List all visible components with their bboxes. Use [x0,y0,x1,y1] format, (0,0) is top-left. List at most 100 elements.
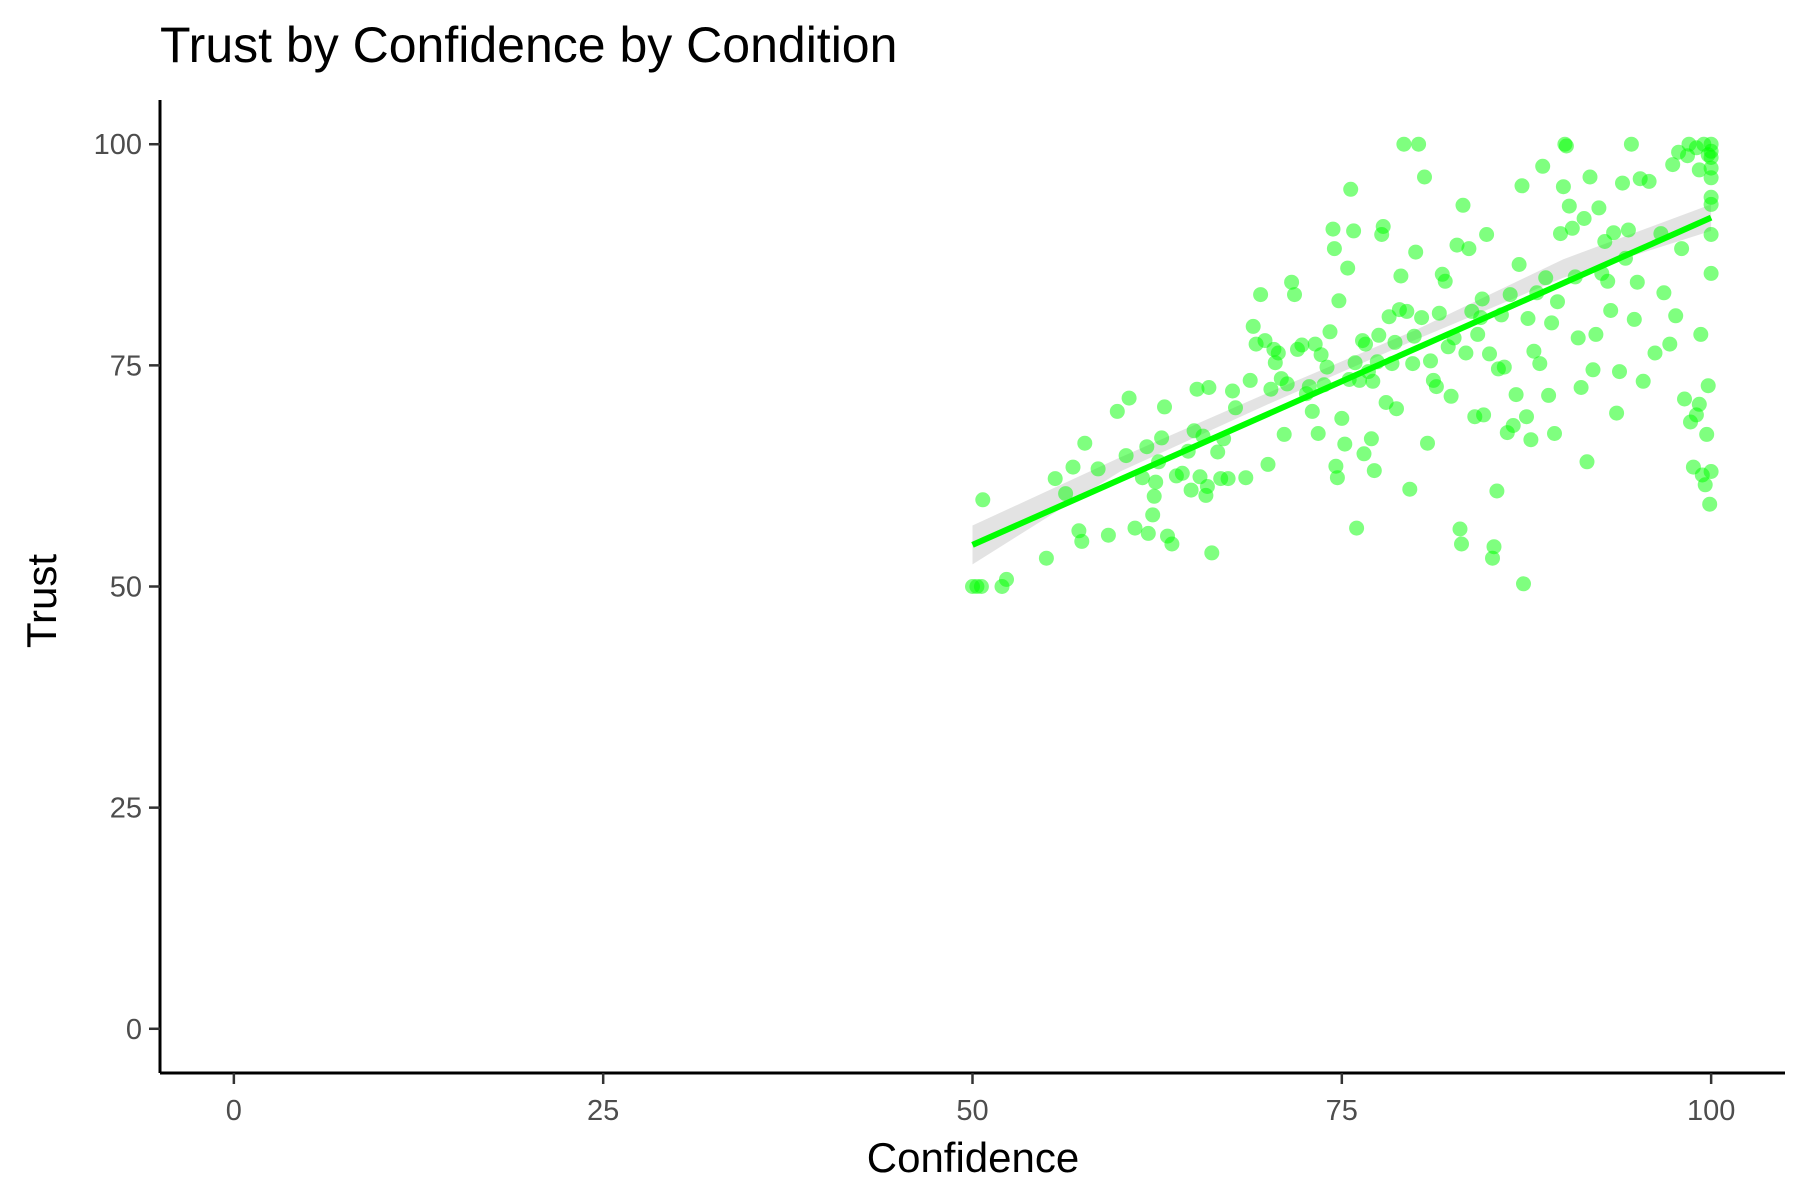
data-point-120 [1431,305,1447,321]
data-point-216 [1703,464,1719,479]
data-point-115 [1417,169,1432,185]
data-point-113 [1411,136,1427,152]
data-point-24 [1148,474,1164,490]
data-point-178 [1588,326,1604,342]
data-point-45 [1220,471,1236,487]
data-point-194 [1635,373,1651,389]
y-tick-label-0: 0 [126,1014,142,1046]
data-point-5 [975,492,991,508]
data-point-48 [1238,470,1254,486]
data-point-111 [1406,328,1422,344]
data-point-138 [1479,227,1495,242]
data-point-122 [1437,273,1453,289]
data-point-65 [1294,337,1310,353]
data-point-159 [1535,158,1551,174]
data-point-47 [1228,400,1243,416]
data-point-15 [1109,403,1125,419]
x-tick-label-50: 50 [956,1095,988,1127]
data-point-62 [1284,274,1300,290]
y-axis-title: Trust [18,554,65,648]
data-point-165 [1553,226,1568,242]
data-point-76 [1326,241,1342,257]
confidence-band [972,204,1712,565]
data-point-158 [1532,356,1548,372]
data-point-85 [1346,223,1362,239]
data-point-63 [1287,287,1302,303]
data-point-7 [1047,471,1063,487]
data-point-212 [1697,477,1713,493]
data-point-114 [1414,310,1430,326]
data-point-80 [1334,410,1350,426]
y-tick-label-100: 100 [94,129,142,161]
data-point-11 [1074,533,1090,549]
data-point-218 [1703,227,1719,242]
data-point-222 [1703,160,1719,176]
data-point-81 [1337,436,1353,452]
data-point-189 [1620,222,1636,238]
data-point-54 [1260,456,1276,472]
data-point-75 [1325,221,1341,237]
data-point-139 [1482,346,1497,362]
y-tick-label-50: 50 [110,572,142,604]
x-tick-label-25: 25 [587,1095,619,1127]
data-point-142 [1489,483,1505,499]
data-point-103 [1387,334,1403,350]
data-point-73 [1319,359,1335,375]
data-point-183 [1603,303,1619,318]
data-point-124 [1443,388,1459,404]
data-point-77 [1328,458,1344,474]
data-point-110 [1405,356,1421,372]
data-point-175 [1579,454,1595,470]
data-point-164 [1550,294,1565,310]
data-point-215 [1702,496,1718,512]
data-point-9 [1065,459,1081,475]
trend-line-layer [971,214,1713,548]
data-point-147 [1502,287,1518,303]
data-point-46 [1225,383,1240,399]
data-point-190 [1623,136,1639,152]
data-point-134 [1470,326,1486,342]
data-point-213 [1699,426,1715,442]
data-point-67 [1301,379,1317,395]
data-point-137 [1476,407,1492,423]
data-point-70 [1310,426,1326,441]
data-point-196 [1647,345,1663,361]
data-point-140 [1485,550,1500,566]
data-point-60 [1276,426,1292,442]
data-point-71 [1313,347,1329,363]
data-point-176 [1582,169,1598,185]
data-point-169 [1561,198,1577,214]
data-point-128 [1454,536,1469,552]
data-point-154 [1520,311,1536,326]
data-point-155 [1523,432,1539,448]
data-point-150 [1511,257,1527,272]
data-point-200 [1665,157,1681,173]
data-point-23 [1146,488,1162,504]
data-point-153 [1519,409,1534,425]
data-point-204 [1677,391,1692,407]
data-point-170 [1564,220,1580,236]
data-point-35 [1189,381,1205,397]
data-point-230 [1691,162,1707,178]
x-tick-label-0: 0 [226,1095,242,1127]
data-point-116 [1420,435,1435,451]
data-point-192 [1629,274,1645,290]
data-point-16 [1118,448,1134,464]
data-point-152 [1516,576,1531,592]
data-point-217 [1703,265,1719,281]
data-point-148 [1505,418,1521,433]
data-point-119 [1428,379,1444,395]
data-point-18 [1127,520,1143,536]
data-point-160 [1538,270,1554,286]
y-tick-label-25: 25 [110,793,142,825]
data-point-12 [1077,435,1093,451]
data-point-93 [1363,431,1379,447]
data-point-39 [1199,479,1215,494]
data-point-2 [973,579,989,594]
data-point-149 [1508,387,1524,403]
data-point-214 [1700,378,1716,394]
data-point-82 [1340,260,1356,276]
data-point-90 [1356,446,1372,462]
data-point-91 [1358,336,1373,352]
data-point-109 [1402,481,1418,497]
